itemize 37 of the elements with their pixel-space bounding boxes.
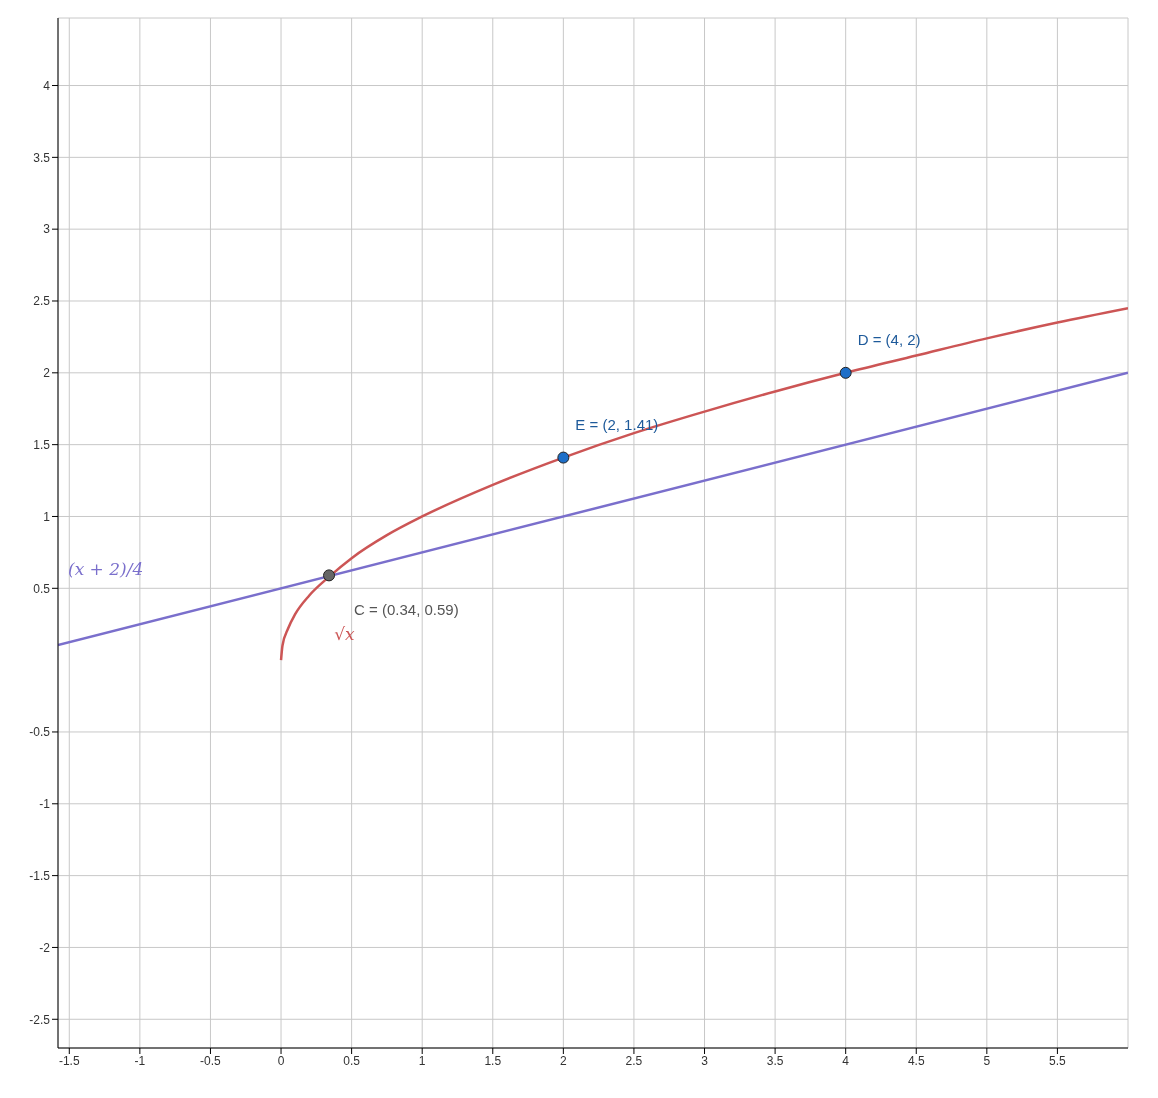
y-tick-label: 4	[43, 78, 51, 93]
y-tick-label: -2	[39, 940, 51, 955]
y-tick-label: -0.5	[29, 725, 51, 740]
point	[839, 366, 852, 379]
y-tick-label: -1	[39, 797, 51, 812]
x-tick-label: 4.5	[907, 1053, 925, 1068]
x-tick-label: 0	[277, 1053, 285, 1068]
x-tick-label: 3.5	[766, 1053, 784, 1068]
y-tick-label: 0.5	[33, 581, 51, 596]
text: (x + 2)/4	[68, 559, 144, 580]
annotation: C = (0.34, 0.59)	[354, 601, 459, 619]
x-tick-label: 5	[983, 1053, 991, 1068]
y-tick-label: -1.5	[29, 868, 51, 883]
y-tick-label: -2.5	[29, 1012, 51, 1027]
line-series	[279, 306, 1128, 662]
x-tick-label: 5.5	[1049, 1053, 1067, 1068]
x-tick-label: 1	[418, 1053, 426, 1068]
y-tick-label: 1.5	[33, 437, 51, 452]
x-tick-label: 2.5	[625, 1053, 643, 1068]
annotation: D = (4, 2)	[857, 330, 921, 348]
y-tick-label: 1	[43, 509, 51, 524]
x-tick-label: 4	[842, 1053, 850, 1068]
point	[557, 451, 570, 464]
y-tick-label: 3	[43, 222, 51, 237]
x-tick-label: 3	[701, 1053, 709, 1068]
x-tick-label: 0.5	[343, 1053, 361, 1068]
x-tick-label: -1.5	[58, 1053, 80, 1068]
point	[323, 569, 336, 582]
x-tick-label: 1.5	[484, 1053, 502, 1068]
x-tick-label: 2	[560, 1053, 568, 1068]
x-tick-label: -1	[134, 1053, 146, 1068]
annotation: E = (2, 1.41)	[575, 415, 659, 433]
y-tick-label: 2	[43, 366, 51, 381]
x-tick-label: -0.5	[200, 1053, 222, 1068]
text: √x	[334, 624, 356, 645]
y-tick-label: 2.5	[33, 294, 51, 309]
y-tick-label: 3.5	[33, 150, 51, 165]
